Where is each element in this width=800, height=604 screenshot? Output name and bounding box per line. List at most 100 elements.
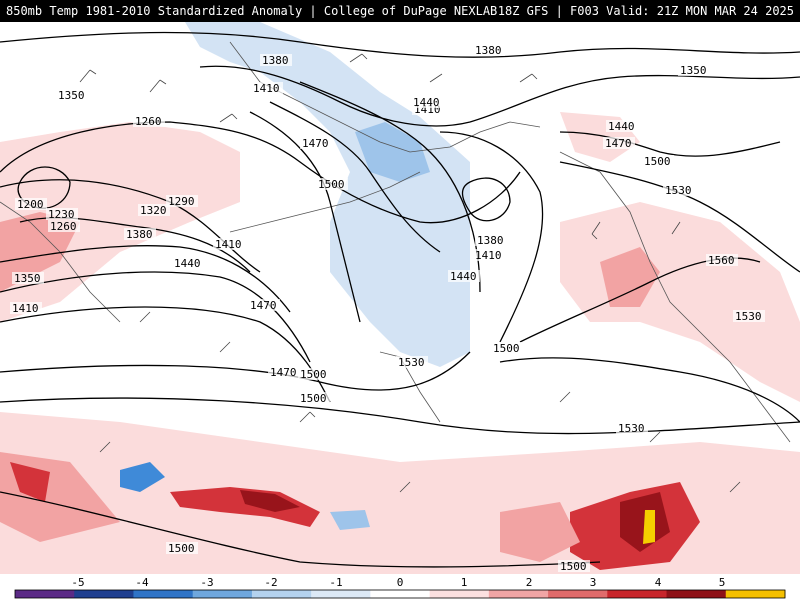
contour-label-bg bbox=[124, 228, 156, 240]
contour-label: 1230 bbox=[48, 208, 75, 221]
colorbar-swatch bbox=[370, 590, 431, 598]
contour-label: 1440 bbox=[608, 120, 635, 133]
contour-label: 1440 bbox=[174, 257, 201, 270]
contour bbox=[439, 131, 544, 343]
colorbar-swatch bbox=[607, 590, 668, 598]
contour-label: 1320 bbox=[140, 204, 167, 217]
contour-label: 1410 bbox=[253, 82, 280, 95]
contour-label-bg bbox=[172, 257, 204, 269]
contour-label: 1380 bbox=[262, 54, 289, 67]
contour-label: 1560 bbox=[708, 254, 735, 267]
wind-barb bbox=[649, 431, 661, 443]
warm-band-4 bbox=[500, 502, 580, 562]
warm-band-3-peak bbox=[643, 510, 655, 544]
contour-label-bg bbox=[475, 234, 507, 246]
contour bbox=[0, 245, 291, 313]
contour-label-bg bbox=[448, 270, 480, 282]
contour-label-bg bbox=[300, 137, 332, 149]
hawaii-islands bbox=[379, 351, 441, 423]
contour bbox=[0, 306, 331, 403]
contour-label-bg bbox=[558, 560, 590, 572]
wind-barb bbox=[139, 311, 151, 323]
contour bbox=[199, 65, 800, 127]
anomaly-shading bbox=[0, 22, 800, 574]
colorbar-swatch bbox=[488, 590, 549, 598]
contour-label: 1470 bbox=[605, 137, 632, 150]
contour-label: 1410 bbox=[475, 249, 502, 262]
contour-label-bg bbox=[706, 254, 738, 266]
cold-anomaly-bering bbox=[185, 22, 470, 367]
contour-label-bg bbox=[138, 204, 170, 216]
contour-label: 1500 bbox=[300, 392, 327, 405]
colorbar-tick-label: 3 bbox=[590, 576, 597, 589]
colorbar-svg: -5 -4 -3 -2 -1 0 1 2 3 4 5 bbox=[14, 576, 786, 599]
colorbar-swatches bbox=[14, 589, 786, 599]
product-title: 850mb Temp 1981-2010 Standardized Anomal… bbox=[6, 4, 498, 18]
contour bbox=[559, 131, 781, 157]
wind-barb bbox=[219, 341, 231, 353]
contour-label-bg bbox=[411, 96, 443, 108]
warm-anomaly-west bbox=[0, 122, 240, 322]
contour-label: 1440 bbox=[413, 96, 440, 109]
contour-label: 1350 bbox=[680, 64, 707, 77]
contour bbox=[17, 166, 71, 209]
warm-anomaly-east-core bbox=[600, 247, 660, 307]
contour-label-bg bbox=[213, 238, 245, 250]
warm-anomaly-east bbox=[560, 202, 800, 402]
wind-barb bbox=[149, 79, 167, 93]
cold-spot-south-2 bbox=[330, 510, 370, 530]
contour-label-bg bbox=[491, 342, 523, 354]
contour bbox=[0, 397, 800, 435]
weather-map: 1260138014101350138013501200123012601290… bbox=[0, 22, 800, 574]
colorbar-swatch bbox=[15, 590, 75, 598]
wind-barb bbox=[429, 73, 443, 83]
contour-label: 1470 bbox=[302, 137, 329, 150]
contour bbox=[269, 101, 441, 253]
model-valid-time: 18Z GFS | F003 Valid: 21Z MON MAR 24 202… bbox=[497, 4, 794, 18]
colorbar-swatch bbox=[133, 590, 194, 598]
contour-label: 1530 bbox=[618, 422, 645, 435]
colorbar: -5 -4 -3 -2 -1 0 1 2 3 4 5 bbox=[0, 574, 800, 600]
wind-barb bbox=[519, 73, 538, 83]
contour-label-bg bbox=[298, 392, 330, 404]
contour-label-bg bbox=[12, 272, 44, 284]
contour-label: 1410 bbox=[215, 238, 242, 251]
contour bbox=[0, 121, 521, 224]
contour bbox=[0, 271, 311, 363]
contour-label: 1530 bbox=[665, 184, 692, 197]
colorbar-tick-label: -3 bbox=[200, 576, 213, 589]
contour-label-bg bbox=[606, 120, 638, 132]
contour bbox=[0, 491, 601, 568]
colorbar-tick-label: 2 bbox=[526, 576, 533, 589]
contour-label: 1440 bbox=[450, 270, 477, 283]
colorbar-outline bbox=[14, 589, 786, 599]
wind-barb bbox=[399, 481, 411, 493]
contour bbox=[559, 161, 800, 273]
wind-barb bbox=[349, 53, 368, 63]
contour-label: 1380 bbox=[126, 228, 153, 241]
colorbar-tick-label: 0 bbox=[397, 576, 404, 589]
contour-label-bg bbox=[663, 184, 695, 196]
contour-label: 1530 bbox=[735, 310, 762, 323]
wind-barb bbox=[99, 441, 111, 453]
colorbar-swatch bbox=[192, 590, 253, 598]
contour-label: 1500 bbox=[644, 155, 671, 168]
colorbar-tick-label: 4 bbox=[655, 576, 662, 589]
contour-label-bg bbox=[166, 542, 198, 554]
contour-label: 1500 bbox=[560, 560, 587, 573]
contour-label-bg bbox=[298, 368, 330, 380]
contour-label: 1260 bbox=[135, 115, 162, 128]
wind-barb bbox=[559, 391, 571, 403]
contour-label: 1500 bbox=[493, 342, 520, 355]
contour-label-bg bbox=[316, 178, 348, 190]
colorbar-tick-label: -1 bbox=[329, 576, 342, 589]
colorbar-swatch bbox=[74, 590, 134, 598]
contour-label: 1260 bbox=[50, 220, 77, 233]
colorbar-tick-label: -4 bbox=[135, 576, 149, 589]
contour-label: 1470 bbox=[250, 299, 277, 312]
contour-label: 1380 bbox=[477, 234, 504, 247]
contour-label-bg bbox=[15, 198, 47, 210]
contour-label: 1500 bbox=[300, 368, 327, 381]
contour-label-bg bbox=[248, 299, 280, 311]
wind-barb bbox=[729, 481, 741, 493]
